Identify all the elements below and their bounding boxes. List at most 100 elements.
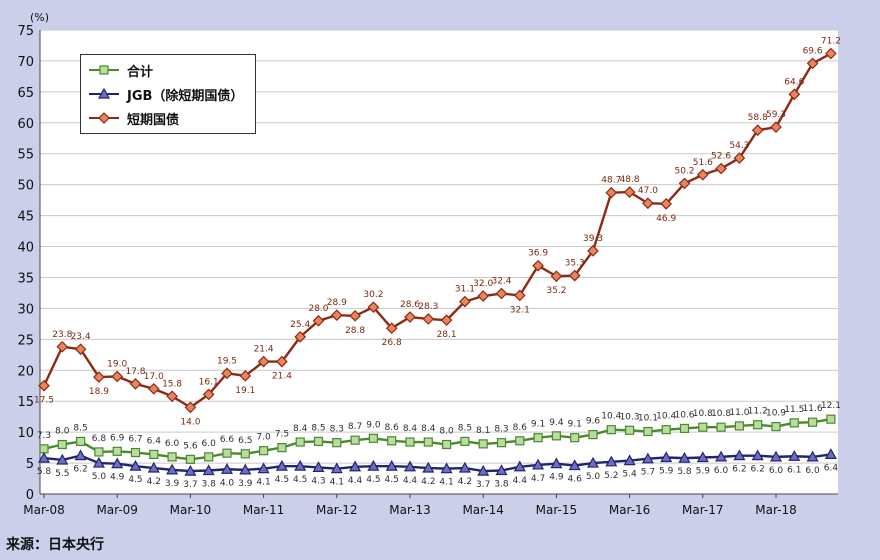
data-point xyxy=(606,425,616,435)
data-point xyxy=(56,340,69,353)
data-point xyxy=(422,313,435,325)
data-label: 5.4 xyxy=(622,470,637,480)
data-point xyxy=(111,370,124,383)
data-point xyxy=(532,259,544,272)
data-label: 4.5 xyxy=(128,475,142,485)
data-label: 3.8 xyxy=(494,479,509,489)
data-point xyxy=(111,457,124,469)
data-label: 11.6 xyxy=(803,404,823,414)
data-label: 21.4 xyxy=(254,345,274,355)
data-point xyxy=(477,464,490,476)
data-label: 6.6 xyxy=(220,435,235,445)
data-label: 4.4 xyxy=(348,476,363,486)
y-tick-label: 55 xyxy=(17,148,34,163)
data-label: 4.0 xyxy=(220,478,235,488)
y-unit-label: (%) xyxy=(30,11,49,24)
data-label: 32.1 xyxy=(510,305,530,315)
data-point xyxy=(166,390,178,403)
data-label: 48.7 xyxy=(601,176,621,186)
data-point xyxy=(422,461,435,473)
data-label: 10.1 xyxy=(638,414,658,424)
data-point xyxy=(733,449,746,461)
data-point xyxy=(588,430,598,440)
data-point xyxy=(385,459,398,471)
data-label: 47.0 xyxy=(638,186,658,196)
y-tick-label: 40 xyxy=(17,241,34,256)
data-point xyxy=(330,309,343,322)
data-label: 5.7 xyxy=(641,468,655,478)
data-point xyxy=(623,186,636,198)
data-point xyxy=(368,433,378,443)
x-tick-label: Mar-17 xyxy=(682,503,723,517)
data-label: 17.5 xyxy=(34,396,54,406)
data-label: 3.9 xyxy=(238,479,253,489)
data-point xyxy=(257,462,270,474)
data-point xyxy=(605,186,618,199)
legend-item-total: 合计 xyxy=(87,59,153,81)
data-point xyxy=(513,289,526,302)
series-2 xyxy=(38,47,837,414)
data-label: 35.3 xyxy=(565,259,585,269)
data-label: 9.0 xyxy=(366,420,381,430)
data-point xyxy=(93,371,105,383)
data-point xyxy=(92,456,105,468)
data-label: 48.8 xyxy=(620,175,640,185)
legend-item-jgb: JGB（除短期国债） xyxy=(87,83,243,105)
data-label: 28.9 xyxy=(327,298,347,308)
data-label: 35.2 xyxy=(546,286,566,296)
data-point xyxy=(570,433,580,443)
x-tick-label: Mar-11 xyxy=(243,503,284,517)
data-label: 4.5 xyxy=(385,475,399,485)
data-point xyxy=(715,450,728,462)
data-label: 9.1 xyxy=(568,420,582,430)
data-point xyxy=(74,343,87,356)
data-label: 4.5 xyxy=(293,475,307,485)
data-label: 25.4 xyxy=(290,320,310,330)
data-point xyxy=(167,452,177,462)
data-point xyxy=(166,463,179,475)
data-point xyxy=(57,439,67,450)
data-point xyxy=(460,436,470,447)
data-point xyxy=(276,355,288,368)
data-point xyxy=(825,47,837,60)
data-label: 8.6 xyxy=(513,423,528,433)
y-tick-label: 30 xyxy=(17,302,34,317)
data-label: 9.1 xyxy=(531,420,545,430)
data-point xyxy=(423,437,433,447)
data-point xyxy=(807,417,818,427)
data-point xyxy=(294,331,307,343)
data-point xyxy=(716,422,726,432)
data-point xyxy=(440,462,453,474)
legend-label-total: 合计 xyxy=(127,64,154,80)
data-point xyxy=(642,197,654,210)
data-label: 4.2 xyxy=(421,477,435,487)
data-point xyxy=(74,449,87,461)
x-tick-label: Mar-09 xyxy=(96,503,137,517)
data-point xyxy=(222,448,232,458)
data-point xyxy=(550,457,563,469)
y-tick-label: 35 xyxy=(17,271,34,286)
x-tick-label: Mar-14 xyxy=(462,503,503,517)
legend-swatch-total xyxy=(89,65,119,75)
y-tick-label: 60 xyxy=(17,117,34,132)
data-point xyxy=(442,439,452,450)
data-label: 23.4 xyxy=(71,332,91,342)
data-label: 4.4 xyxy=(403,476,418,486)
data-label: 69.6 xyxy=(803,46,823,56)
data-label: 51.6 xyxy=(693,158,713,168)
data-point xyxy=(240,449,250,459)
data-point xyxy=(458,461,471,473)
data-label: 7.0 xyxy=(256,433,271,443)
data-label: 3.7 xyxy=(183,480,197,490)
data-point xyxy=(734,421,745,431)
x-tick-label: Mar-18 xyxy=(755,503,796,517)
data-point xyxy=(459,295,471,308)
data-label: 10.4 xyxy=(601,412,621,422)
data-point xyxy=(275,459,288,471)
data-label: 5.2 xyxy=(604,471,618,481)
data-label: 6.2 xyxy=(73,465,87,475)
data-label: 54.3 xyxy=(729,141,749,151)
data-point xyxy=(349,309,361,322)
data-point xyxy=(679,423,690,434)
data-label: 28.6 xyxy=(400,300,420,310)
